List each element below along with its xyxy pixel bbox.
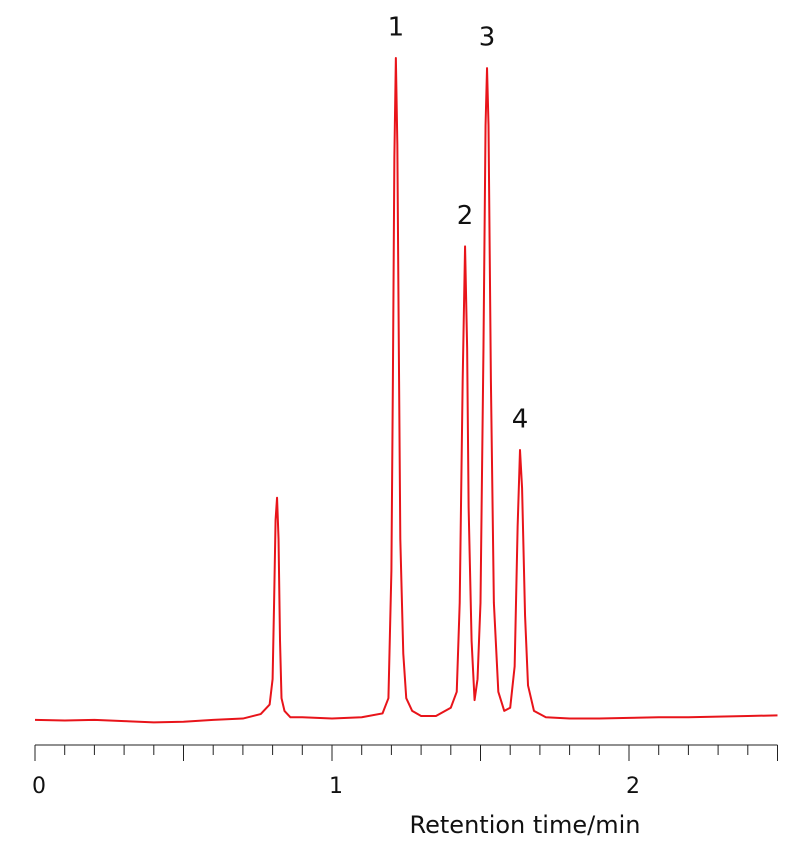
peak-label: 2 bbox=[457, 201, 474, 231]
x-tick-label: 2 bbox=[626, 774, 640, 799]
x-axis-label: Retention time/min bbox=[410, 811, 641, 839]
peak-label: 3 bbox=[479, 23, 496, 53]
peak-label: 4 bbox=[512, 405, 529, 435]
x-tick-label: 0 bbox=[32, 774, 46, 799]
chromatogram-line bbox=[34, 57, 778, 724]
x-tick-label: 1 bbox=[329, 774, 343, 799]
peak-label: 1 bbox=[388, 13, 405, 43]
